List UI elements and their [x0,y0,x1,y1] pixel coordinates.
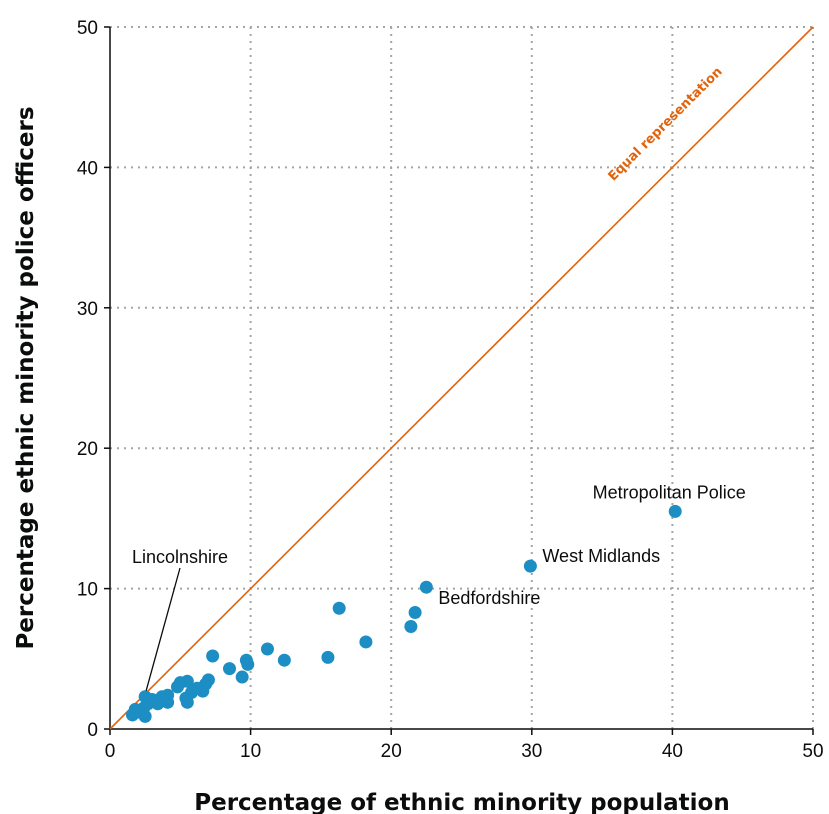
data-point [408,605,422,619]
data-point [206,649,220,663]
data-point [260,642,274,656]
data-point [419,580,433,594]
point-label: Lincolnshire [132,547,228,567]
equal-representation-line-path [109,26,814,730]
data-point [321,650,335,664]
y-tick-label: 40 [77,158,98,179]
y-tick-label: 30 [77,299,98,320]
y-tick-label: 50 [77,18,98,39]
x-tick-label: 40 [662,741,683,762]
point-label: Bedfordshire [438,588,540,608]
lincolnshire-leader-line [145,567,181,691]
tick-labels: 0 10 20 30 40 50 0 10 20 30 40 50 [77,18,824,762]
data-point [277,653,291,667]
data-point [523,559,537,573]
point-labels: Metropolitan Police West Midlands Bedfords… [132,482,746,691]
y-tick-label: 0 [87,720,98,741]
y-axis-title: Percentage ethnic minority police office… [13,106,39,649]
data-point [668,504,682,518]
data-point [404,620,418,634]
data-point [359,635,373,649]
data-point [223,662,237,676]
data-point [235,670,249,684]
data-point [241,657,255,671]
x-axis-title: Percentage of ethnic minority population [194,790,729,814]
equal-representation-label: Equal representation [606,64,726,184]
x-tick-label: 30 [521,741,542,762]
point-label: West Midlands [542,546,660,566]
point-label: Metropolitan Police [593,482,746,502]
x-tick-label: 10 [240,741,261,762]
data-points [125,504,682,723]
x-tick-label: 50 [802,741,823,762]
data-point [125,708,139,722]
y-tick-label: 20 [77,439,98,460]
data-point [170,680,184,694]
equal-representation-line: Equal representation [109,26,814,730]
grid-lines [110,26,814,729]
y-tick-label: 10 [77,580,98,601]
x-tick-label: 0 [105,741,116,762]
data-point [180,695,194,709]
x-tick-label: 20 [381,741,402,762]
axes [109,27,813,730]
data-point [332,601,346,615]
